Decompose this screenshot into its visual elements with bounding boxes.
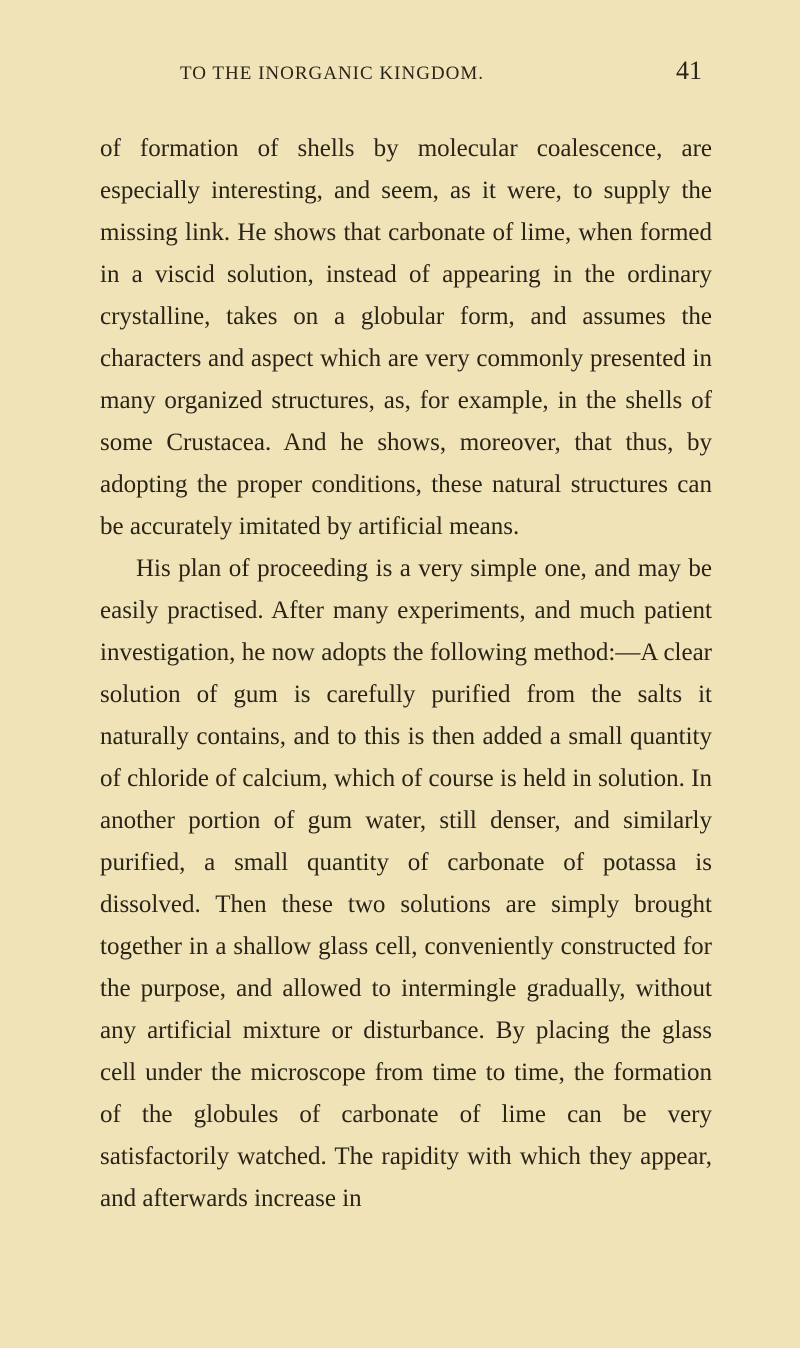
page-container: TO THE INORGANIC KINGDOM. 41 of formatio… [100, 56, 712, 1292]
header-title: TO THE INORGANIC KINGDOM. [180, 63, 484, 85]
page-number: 41 [676, 56, 702, 86]
paragraph-1: of formation of shells by molecular coal… [100, 128, 712, 548]
paragraph-2: His plan of proceeding is a very simple … [100, 548, 712, 1220]
page-header: TO THE INORGANIC KINGDOM. 41 [100, 56, 712, 86]
body-text: of formation of shells by molecular coal… [100, 128, 712, 1220]
